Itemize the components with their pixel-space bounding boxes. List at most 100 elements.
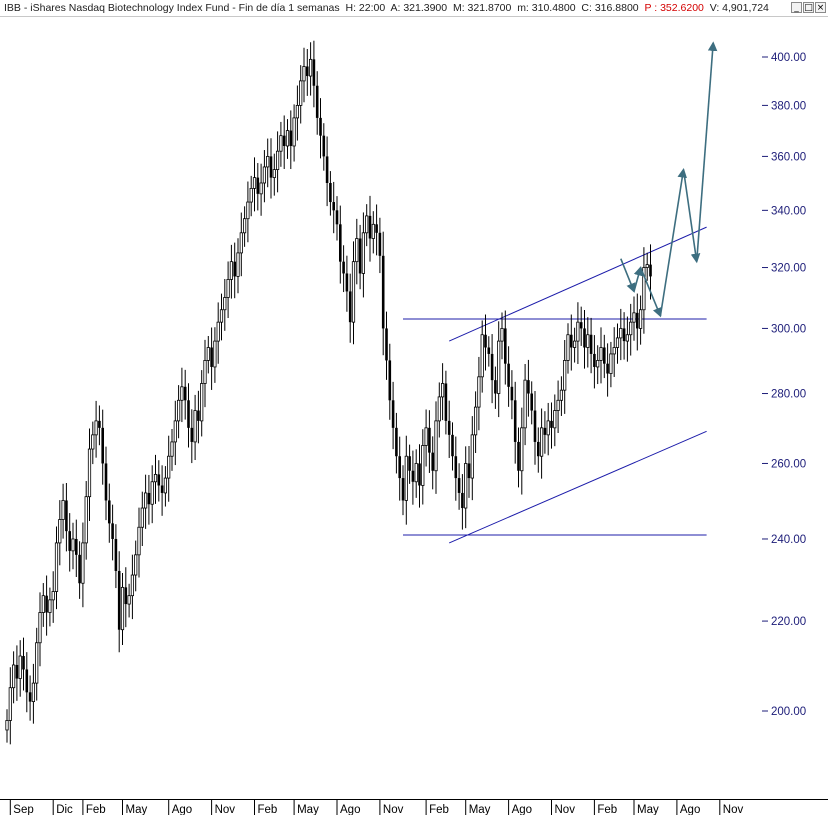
minimize-button[interactable]: _ [791, 2, 802, 13]
window-controls: _ □ × [791, 2, 826, 13]
candle [190, 409, 194, 464]
candle [480, 320, 484, 393]
candle [639, 295, 643, 345]
candle [431, 436, 434, 490]
candle [477, 356, 481, 431]
candle [625, 316, 630, 362]
candle [167, 435, 171, 502]
candle [295, 85, 300, 141]
candle [282, 115, 286, 169]
candle [236, 238, 240, 294]
candle [180, 367, 184, 423]
candle [173, 400, 177, 466]
candle [606, 343, 609, 397]
trendlines-layer [403, 226, 707, 544]
min-value: 310.4800 [531, 2, 576, 14]
candle [342, 245, 345, 293]
candle [114, 524, 118, 589]
candle [391, 381, 395, 450]
candle [81, 522, 85, 608]
projection-layer [620, 41, 718, 318]
candle [143, 474, 148, 529]
candle [579, 306, 583, 346]
x-tick-label: May [297, 804, 319, 815]
candle [596, 345, 600, 385]
candle [299, 65, 303, 124]
candle [490, 334, 494, 404]
candle [48, 587, 52, 627]
candle [101, 409, 104, 485]
candle [15, 645, 19, 701]
x-tick-label: May [469, 804, 491, 815]
candle [91, 421, 95, 465]
projection-segment [620, 258, 636, 293]
trendline-channel-lower [449, 430, 707, 544]
instrument-name: iShares Nasdaq Biotechnology Index Fund [30, 2, 230, 14]
candle [170, 429, 174, 471]
candle [440, 363, 445, 421]
candle [487, 336, 491, 367]
candle [319, 98, 322, 159]
candle [292, 104, 296, 162]
candle [279, 121, 283, 167]
candle [94, 400, 98, 458]
x-tick-label: May [126, 804, 148, 815]
candle [78, 541, 81, 599]
maximize-button[interactable]: □ [803, 2, 814, 13]
y-tick-label: 300.00 [771, 323, 806, 335]
y-tick-label: 400.00 [771, 52, 806, 64]
candle [322, 123, 326, 171]
x-tick-label: Ago [680, 804, 700, 815]
candle [543, 411, 547, 454]
candle [302, 47, 306, 103]
candle [127, 583, 131, 618]
x-tick-label: Nov [383, 804, 404, 815]
candle [358, 224, 362, 290]
candle [642, 247, 646, 334]
candle [339, 205, 342, 284]
candle [229, 244, 233, 299]
candle [589, 317, 593, 374]
candle [285, 119, 290, 159]
candle [371, 211, 375, 254]
candle [41, 583, 45, 627]
candle [84, 481, 88, 560]
candle [533, 390, 537, 465]
candle [272, 153, 276, 196]
candle [570, 314, 573, 371]
candle [11, 651, 16, 704]
y-tick-label: 200.00 [771, 706, 806, 718]
candle [444, 370, 448, 435]
candle [461, 474, 464, 530]
candles-layer [5, 40, 652, 745]
candle [470, 416, 474, 501]
candle [523, 364, 527, 446]
candle [246, 181, 250, 243]
x-tick-label: Ago [340, 804, 360, 815]
candle [467, 446, 471, 498]
candle [266, 138, 270, 188]
candle [599, 327, 603, 384]
candle [58, 500, 62, 566]
candle [378, 217, 382, 274]
candle [200, 370, 204, 437]
candle [98, 405, 101, 446]
symbol: IBB [4, 2, 21, 14]
candle [329, 171, 332, 216]
projection-segment [639, 267, 662, 318]
candle [556, 380, 560, 433]
candle [437, 382, 441, 438]
candle [335, 196, 339, 241]
candle [275, 131, 280, 193]
a-value: 321.3900 [403, 2, 448, 14]
volume-value: 4,901,724 [722, 2, 769, 14]
x-tick-label: Ago [512, 804, 532, 815]
candle [622, 312, 626, 360]
candle [510, 370, 514, 420]
c-value: 316.8800 [594, 2, 639, 14]
close-button[interactable]: × [815, 2, 826, 13]
candle [365, 204, 369, 247]
x-tick-label: Feb [597, 804, 617, 815]
candle [213, 327, 217, 383]
